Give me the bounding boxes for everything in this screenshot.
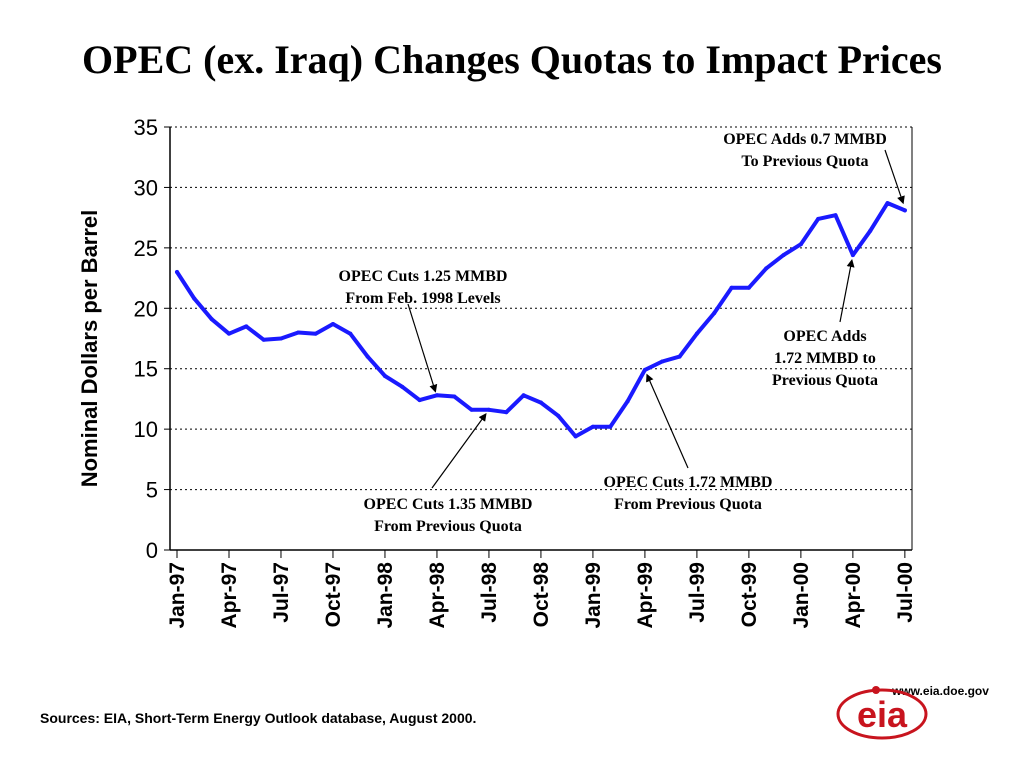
- data-point: [660, 359, 665, 364]
- y-tick-label: 20: [134, 296, 158, 321]
- source-note: Sources: EIA, Short-Term Energy Outlook …: [40, 710, 477, 726]
- logo-url: www.eia.doe.gov: [891, 684, 989, 698]
- data-point: [781, 253, 786, 258]
- annotation-text: OPEC Adds: [783, 328, 866, 345]
- data-point: [538, 400, 543, 405]
- data-point: [746, 285, 751, 290]
- data-point: [642, 367, 647, 372]
- data-point: [868, 228, 873, 233]
- data-point: [278, 336, 283, 341]
- annotation-arrow: [839, 259, 855, 323]
- data-point: [590, 424, 595, 429]
- oil-price-chart: 0 5 10 15 20 25 30 35 Jan-97 Apr-97 Jul-97 Oct-97 Ja…: [77, 115, 917, 629]
- data-point: [330, 321, 335, 326]
- data-point: [486, 407, 491, 412]
- x-tick-label: Oct-97: [322, 562, 345, 627]
- x-tick-label: Apr-99: [634, 562, 657, 629]
- annotation: OPEC Adds 0.7 MMBD To Previous Quota: [723, 131, 905, 205]
- x-tick-label: Jul-99: [686, 562, 709, 623]
- data-point: [816, 216, 821, 221]
- annotation-arrow: [646, 373, 689, 469]
- data-point: [382, 373, 387, 378]
- data-point: [573, 434, 578, 439]
- annotation-text: From Previous Quota: [374, 518, 522, 535]
- data-point: [694, 331, 699, 336]
- data-point: [764, 266, 769, 271]
- annotation-text: OPEC Adds 0.7 MMBD: [723, 131, 887, 148]
- annotation-text: To Previous Quota: [741, 153, 868, 170]
- data-point: [677, 354, 682, 359]
- annotation-text: From Feb. 1998 Levels: [345, 290, 500, 307]
- y-tick-label: 25: [134, 236, 158, 261]
- data-point: [365, 354, 370, 359]
- logo-dot: [872, 686, 880, 694]
- x-tick-label: Apr-00: [842, 562, 865, 629]
- x-tick-label: Jan-98: [374, 562, 397, 629]
- data-point: [625, 399, 630, 404]
- annotation-arrow: [431, 413, 487, 489]
- x-tick-label: Apr-98: [426, 562, 449, 629]
- data-point: [885, 201, 890, 206]
- x-tick-label: Jul-98: [478, 562, 501, 623]
- data-point: [226, 331, 231, 336]
- annotation-text: 1.72 MMBD to: [774, 350, 876, 367]
- data-point: [261, 337, 266, 342]
- y-tick-label: 15: [134, 357, 158, 382]
- x-tick-label: Jan-99: [582, 562, 605, 629]
- data-point: [469, 407, 474, 412]
- x-tick-label: Jan-97: [166, 562, 189, 629]
- data-point: [712, 311, 717, 316]
- x-tick-label: Jul-00: [894, 562, 917, 623]
- data-point: [296, 330, 301, 335]
- data-point: [417, 398, 422, 403]
- y-tick-label: 5: [146, 478, 158, 503]
- page-title: OPEC (ex. Iraq) Changes Quotas to Impact…: [82, 37, 942, 82]
- annotation-text: OPEC Cuts 1.72 MMBD: [604, 474, 773, 491]
- data-point: [244, 324, 249, 329]
- logo-text: eia: [857, 694, 908, 735]
- data-point: [400, 384, 405, 389]
- data-point: [521, 393, 526, 398]
- data-point: [729, 285, 734, 290]
- data-point: [452, 394, 457, 399]
- y-tick-label: 10: [134, 417, 158, 442]
- logo-swoosh: [836, 688, 928, 740]
- data-point: [192, 296, 197, 301]
- x-tick-label: Apr-97: [218, 562, 241, 629]
- x-tick-label: Oct-98: [530, 562, 553, 628]
- annotation-arrow: [884, 149, 905, 205]
- annotation-text: OPEC Cuts 1.35 MMBD: [364, 496, 533, 513]
- data-point: [313, 331, 318, 336]
- x-tick-label: Oct-99: [738, 562, 761, 627]
- annotation: OPEC Cuts 1.72 MMBD From Previous Quota: [604, 373, 773, 513]
- data-point: [608, 424, 613, 429]
- data-point: [504, 410, 509, 415]
- data-point: [833, 213, 838, 218]
- annotation-text: OPEC Cuts 1.25 MMBD: [339, 268, 508, 285]
- y-tick-label: 30: [134, 175, 158, 200]
- data-point: [209, 317, 214, 322]
- data-point: [556, 413, 561, 418]
- data-point: [434, 393, 439, 398]
- annotation: OPEC Adds 1.72 MMBD to Previous Quota: [772, 259, 878, 389]
- annotation: OPEC Cuts 1.35 MMBD From Previous Quota: [364, 413, 533, 535]
- y-axis-title: Nominal Dollars per Barrel: [77, 210, 102, 488]
- y-tick-label: 35: [134, 115, 158, 140]
- x-tick-label: Jan-00: [790, 562, 813, 629]
- x-tick-label: Jul-97: [270, 562, 293, 623]
- y-tick-label: 0: [146, 538, 158, 563]
- data-point: [798, 242, 803, 247]
- data-point: [902, 208, 907, 213]
- data-point: [850, 253, 855, 258]
- annotation-text: Previous Quota: [772, 372, 878, 389]
- annotation-arrow: [407, 303, 438, 393]
- data-point: [175, 270, 179, 275]
- annotation-text: From Previous Quota: [614, 496, 762, 513]
- annotation: OPEC Cuts 1.25 MMBD From Feb. 1998 Levels: [339, 268, 508, 393]
- data-point: [348, 331, 353, 336]
- eia-logo: www.eia.doe.gov eia: [836, 684, 989, 740]
